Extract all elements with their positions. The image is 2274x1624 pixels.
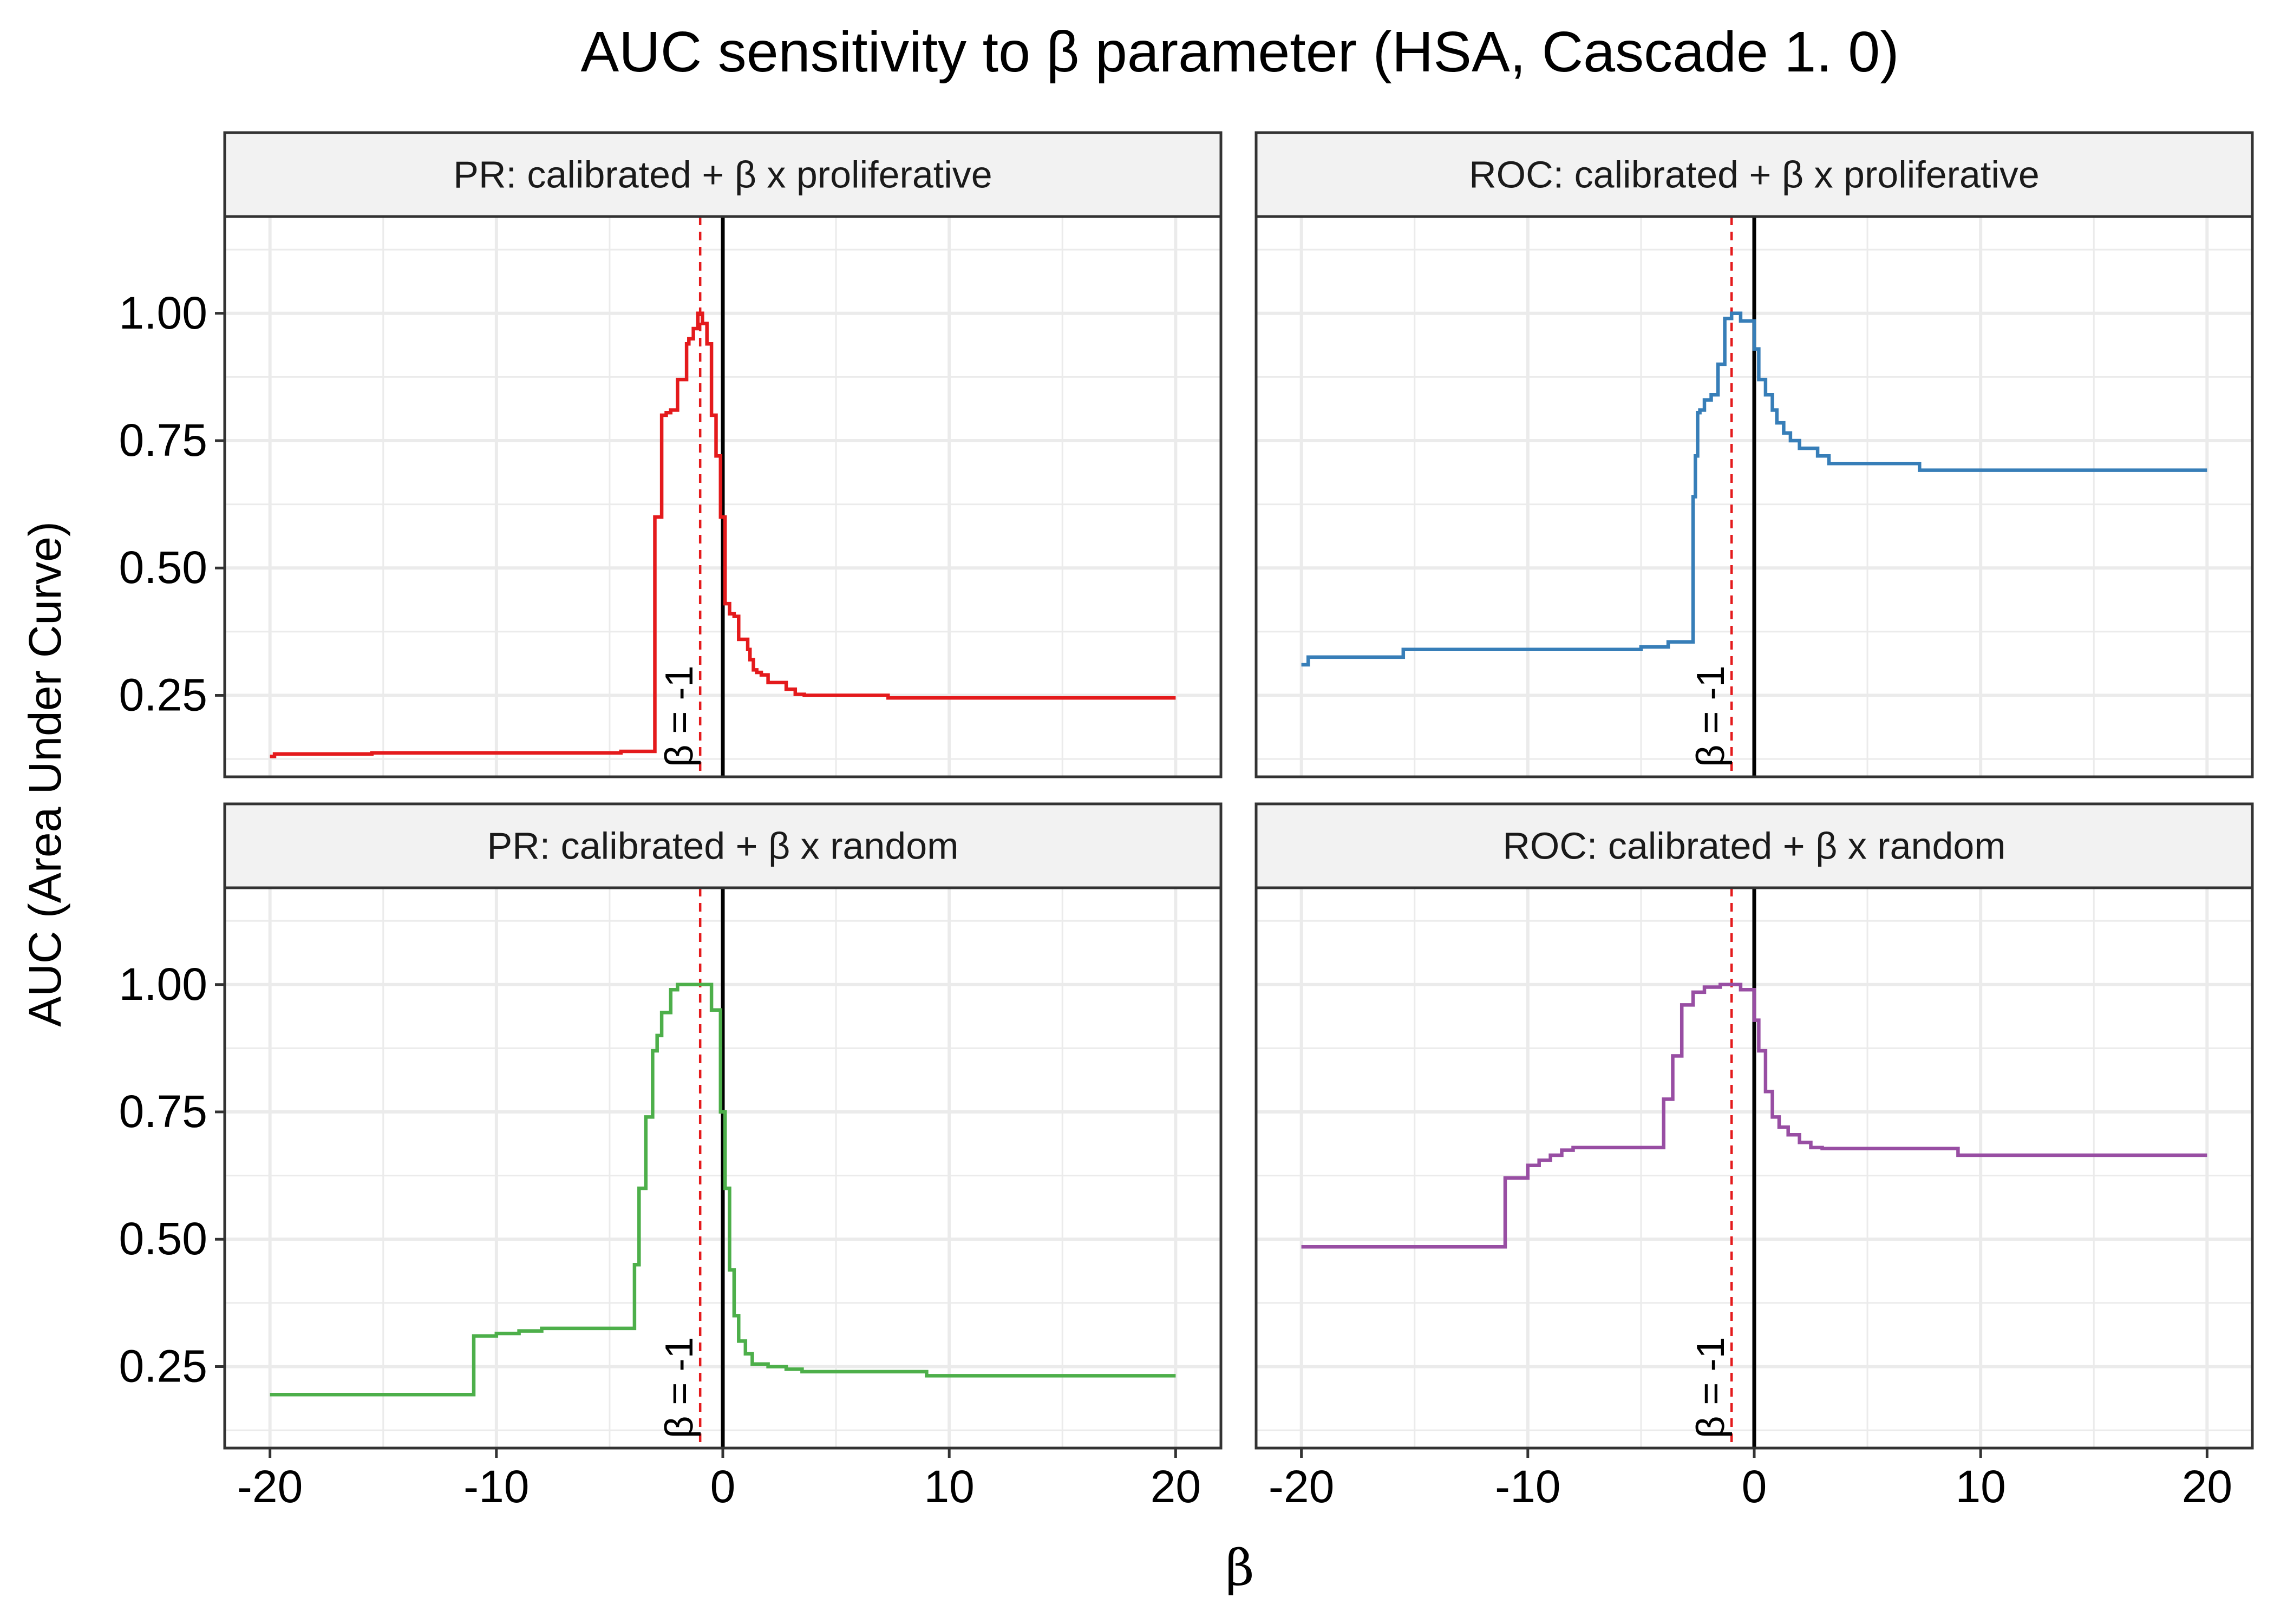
x-tick-label: 10 xyxy=(924,1461,974,1512)
facet-panel-1: PR: calibrated + β x proliferative β = -1… xyxy=(119,131,1223,778)
x-tick-label: 0 xyxy=(1742,1461,1767,1512)
chart-title: AUC sensitivity to β parameter (HSA, Cas… xyxy=(580,20,1899,84)
facet-panel-4: ROC: calibrated + β x random β = -1 -20 -10… xyxy=(1254,802,2254,1512)
y-tick-label: 0.50 xyxy=(119,1213,208,1264)
facet-title: PR: calibrated + β x proliferative xyxy=(453,154,992,196)
x-tick-label: -20 xyxy=(237,1461,303,1512)
series-line xyxy=(270,983,1176,1397)
facet-title: ROC: calibrated + β x proliferative xyxy=(1469,154,2040,196)
annotation-beta-label: β = -1 xyxy=(1689,666,1733,768)
annotation-beta-label: β = -1 xyxy=(1689,1337,1733,1439)
y-tick-label: 0.75 xyxy=(119,415,208,466)
panel-border xyxy=(1254,215,2254,778)
y-tick-label: 0.75 xyxy=(119,1086,208,1137)
facet-panel-2: ROC: calibrated + β x proliferative β = -… xyxy=(1254,131,2254,778)
x-tick-label: -20 xyxy=(1269,1461,1334,1512)
panel-border xyxy=(223,215,1223,778)
y-tick-label: 0.25 xyxy=(119,1340,208,1391)
y-tick-label: 1.00 xyxy=(119,287,208,338)
x-axis-title: β xyxy=(1225,1539,1254,1597)
annotation-beta-label: β = -1 xyxy=(658,1337,701,1439)
x-tick-label: 10 xyxy=(1955,1461,2005,1512)
y-axis-title: AUC (Area Under Curve) xyxy=(19,521,70,1027)
series-line xyxy=(1301,983,2207,1249)
facet-strip xyxy=(223,131,1223,218)
series-line xyxy=(270,311,1176,758)
series-line xyxy=(1301,311,2207,667)
x-tick-label: -10 xyxy=(463,1461,529,1512)
facet-title: ROC: calibrated + β x random xyxy=(1502,825,2005,867)
facet-strip xyxy=(223,802,1223,889)
annotation-beta-label: β = -1 xyxy=(658,666,701,768)
x-tick-label: 0 xyxy=(710,1461,736,1512)
facet-strip xyxy=(1254,131,2254,218)
x-tick-label: 20 xyxy=(2182,1461,2232,1512)
y-tick-label: 0.50 xyxy=(119,542,208,593)
y-tick-label: 0.25 xyxy=(119,669,208,720)
facet-strip xyxy=(1254,802,2254,889)
y-tick-label: 1.00 xyxy=(119,959,208,1010)
x-tick-label: 20 xyxy=(1151,1461,1201,1512)
facet-title: PR: calibrated + β x random xyxy=(487,825,959,867)
panels-layer: PR: calibrated + β x proliferative β = -1… xyxy=(119,131,2254,1512)
facet-panel-3: PR: calibrated + β x random β = -1 0.25 0.5… xyxy=(119,802,1223,1512)
x-tick-label: -10 xyxy=(1495,1461,1560,1512)
